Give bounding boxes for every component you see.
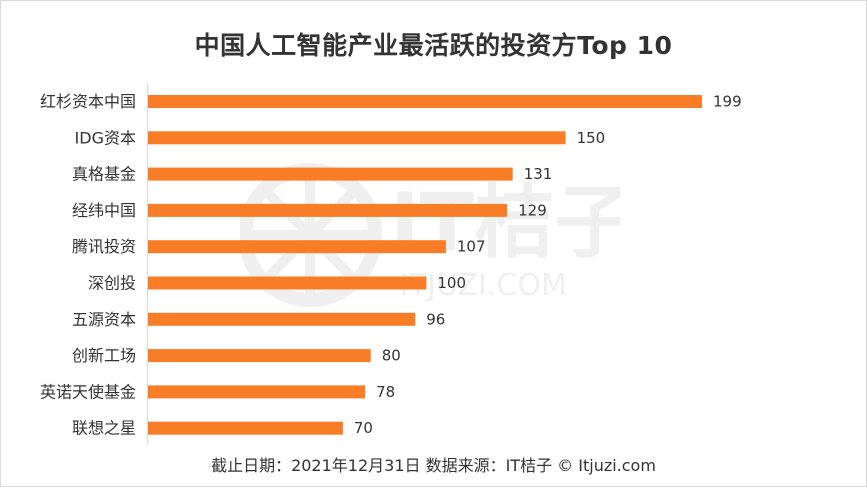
value-label: 199 <box>713 93 742 111</box>
bar <box>148 276 427 290</box>
chart-title: 中国人工智能产业最活跃的投资方Top 10 <box>194 31 673 60</box>
value-label: 96 <box>426 310 445 328</box>
bar <box>148 240 446 254</box>
category-label: 五源资本 <box>72 310 136 329</box>
category-label: 腾讯投资 <box>72 237 136 256</box>
value-label: 131 <box>524 165 553 183</box>
bar <box>148 131 566 145</box>
category-label: 联想之星 <box>72 419 136 438</box>
value-label: 70 <box>354 419 373 437</box>
category-label: IDG资本 <box>75 128 136 147</box>
category-label: 真格基金 <box>72 165 136 184</box>
bars-group: 红杉资本中国 199 IDG资本 150 真格基金 131 经纬中国 129 腾讯投资 107 深创… <box>40 92 742 438</box>
value-label: 80 <box>382 347 401 365</box>
category-label: 深创投 <box>88 274 136 293</box>
value-label: 150 <box>577 129 606 147</box>
footer-source: 截止日期：2021年12月31日 数据来源：IT桔子 © Itjuzi.com <box>211 456 656 475</box>
bar <box>148 167 513 181</box>
value-label: 100 <box>437 274 466 292</box>
value-label: 78 <box>376 383 395 401</box>
category-label: 经纬中国 <box>72 201 136 220</box>
bar <box>148 421 343 435</box>
category-label: 创新工场 <box>72 346 136 365</box>
bar <box>148 95 702 108</box>
bar <box>148 349 371 363</box>
value-label: 107 <box>457 238 486 256</box>
category-label: 英诺天使基金 <box>40 382 136 401</box>
category-label: 红杉资本中国 <box>40 92 136 111</box>
bar <box>148 203 508 217</box>
bar <box>148 312 416 326</box>
value-label: 129 <box>518 201 547 219</box>
bar <box>148 385 366 399</box>
